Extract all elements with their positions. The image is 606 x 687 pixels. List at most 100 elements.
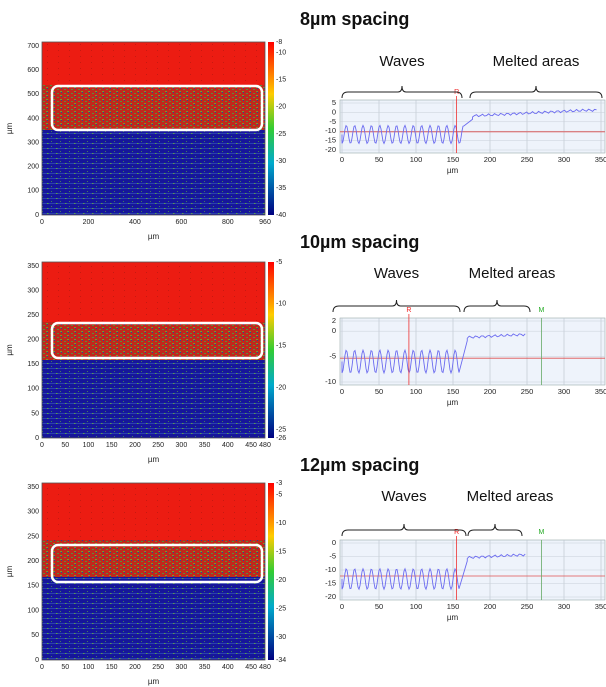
profile-x-tick: 300 bbox=[558, 387, 571, 396]
map-x-tick: 150 bbox=[106, 664, 118, 671]
map-x-tick: 600 bbox=[176, 219, 188, 226]
profile-y-tick: -10 bbox=[325, 126, 336, 135]
profile-x-tick: 350 bbox=[595, 602, 606, 611]
colorbar-tick: -34 bbox=[276, 657, 286, 664]
profile-line bbox=[341, 108, 597, 145]
colorbar-tick: -40 bbox=[276, 212, 286, 219]
map-y-tick: 300 bbox=[27, 509, 39, 516]
map-y-label: µm bbox=[5, 344, 14, 356]
profile-y-tick: -10 bbox=[325, 377, 336, 386]
map-x-tick: 0 bbox=[40, 664, 44, 671]
profile-x-tick: 50 bbox=[375, 602, 383, 611]
profile-x-tick: 100 bbox=[410, 387, 423, 396]
profile-x-tick: 0 bbox=[340, 387, 344, 396]
profile-x-tick: 100 bbox=[410, 602, 423, 611]
profile-x-label: µm bbox=[447, 398, 459, 407]
highlight-box bbox=[50, 543, 264, 584]
colorbar-tick: -20 bbox=[276, 385, 286, 392]
profile-x-tick: 300 bbox=[558, 602, 571, 611]
colorbar-tick: -15 bbox=[276, 77, 286, 84]
profile-y-tick: 2 bbox=[332, 316, 336, 325]
map-frame bbox=[41, 261, 266, 439]
profile-y-tick: -15 bbox=[325, 578, 336, 587]
profile-x-tick: 150 bbox=[447, 387, 460, 396]
colorbar-tick: -20 bbox=[276, 577, 286, 584]
map-x-tick: 480 bbox=[259, 664, 271, 671]
map-y-tick: 250 bbox=[27, 533, 39, 540]
profile-y-tick: -5 bbox=[329, 352, 336, 361]
map-y-tick: 600 bbox=[27, 67, 39, 74]
heatmap-band bbox=[42, 322, 265, 360]
colorbar-tick: -35 bbox=[276, 185, 286, 192]
map-y-tick: 300 bbox=[27, 139, 39, 146]
map-x-tick: 400 bbox=[222, 442, 234, 449]
profile-x-label: µm bbox=[447, 166, 459, 175]
profile-x-tick: 250 bbox=[521, 602, 534, 611]
profile-y-tick: 0 bbox=[332, 326, 336, 335]
profile-y-tick: -5 bbox=[329, 551, 336, 560]
panel-title: 10µm spacing bbox=[300, 232, 419, 252]
map-y-tick: 0 bbox=[35, 212, 39, 219]
map-x-tick: 250 bbox=[152, 664, 164, 671]
profile-x-tick: 200 bbox=[484, 387, 497, 396]
colorbar bbox=[268, 42, 274, 215]
map-x-tick: 100 bbox=[83, 664, 95, 671]
panel: 8µm spacing 0 200 400 600 800 960 0 100 200 300 400… bbox=[5, 9, 606, 241]
profile-x-tick: 250 bbox=[521, 387, 534, 396]
brace bbox=[463, 299, 531, 313]
map-x-tick: 960 bbox=[259, 219, 271, 226]
map-x-tick: 300 bbox=[176, 442, 188, 449]
map-y-tick: 200 bbox=[27, 164, 39, 171]
colorbar-tick: -5 bbox=[276, 259, 282, 266]
colorbar-tick: -25 bbox=[276, 605, 286, 612]
marker-m: M bbox=[538, 529, 544, 536]
colorbar bbox=[268, 262, 274, 438]
colorbar-tick: -10 bbox=[276, 520, 286, 527]
heatmap-bottom bbox=[42, 130, 265, 215]
map-y-tick: 250 bbox=[27, 312, 39, 319]
map-y-tick: 100 bbox=[27, 386, 39, 393]
colorbar-tick: -10 bbox=[276, 50, 286, 57]
region-label: Waves bbox=[379, 53, 424, 70]
colorbar-tick: -30 bbox=[276, 634, 286, 641]
map-x-tick: 200 bbox=[83, 219, 95, 226]
colorbar bbox=[268, 483, 274, 660]
map-y-tick: 50 bbox=[31, 632, 39, 639]
profile-line bbox=[341, 553, 526, 591]
profile-x-tick: 50 bbox=[375, 155, 383, 164]
map-y-tick: 200 bbox=[27, 558, 39, 565]
map-x-tick: 400 bbox=[129, 219, 141, 226]
map-x-tick: 50 bbox=[61, 442, 69, 449]
heatmap-top bbox=[42, 483, 265, 540]
panel-title: 12µm spacing bbox=[300, 455, 419, 475]
map-frame bbox=[41, 41, 266, 216]
profile-x-tick: 300 bbox=[558, 155, 571, 164]
heatmap-top bbox=[42, 262, 265, 322]
map-x-tick: 800 bbox=[222, 219, 234, 226]
brace bbox=[332, 299, 461, 313]
region-label: Melted areas bbox=[469, 265, 556, 282]
map-y-tick: 300 bbox=[27, 287, 39, 294]
profile-x-tick: 150 bbox=[447, 602, 460, 611]
panel-title: 8µm spacing bbox=[300, 9, 409, 29]
highlight-box bbox=[50, 321, 264, 360]
heatmap-bottom bbox=[42, 577, 265, 660]
map-y-label: µm bbox=[5, 566, 14, 578]
map-y-tick: 400 bbox=[27, 115, 39, 122]
profile-y-tick: 0 bbox=[332, 538, 336, 547]
brace bbox=[467, 523, 523, 537]
map-x-tick: 350 bbox=[199, 442, 211, 449]
profile-y-tick: -20 bbox=[325, 592, 336, 601]
profile-x-tick: 0 bbox=[340, 602, 344, 611]
profile-y-tick: -10 bbox=[325, 565, 336, 574]
brace bbox=[341, 85, 463, 99]
map-y-label: µm bbox=[5, 123, 14, 135]
map-y-tick: 150 bbox=[27, 583, 39, 590]
marker-r: R bbox=[406, 307, 411, 314]
region-label: Melted areas bbox=[467, 488, 554, 505]
colorbar-tick: -20 bbox=[276, 104, 286, 111]
map-x-tick: 250 bbox=[152, 442, 164, 449]
profile-x-tick: 350 bbox=[595, 387, 606, 396]
profile-x-tick: 200 bbox=[484, 602, 497, 611]
profile-line bbox=[341, 333, 526, 375]
